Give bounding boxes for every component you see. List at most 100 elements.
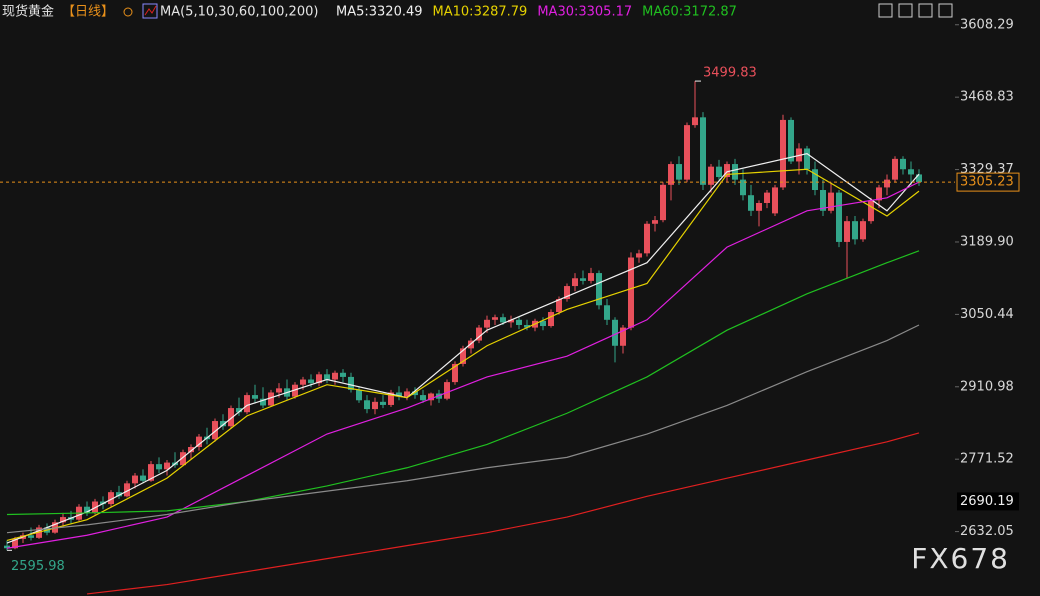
candle-body — [260, 398, 266, 406]
candle-body — [828, 192, 834, 211]
legend: 现货黄金 【日线】 MA(5,10,30,60,100,200) MA5:332… — [2, 3, 737, 20]
candle-body — [540, 320, 546, 327]
candle-body — [420, 395, 426, 401]
indicator-icon-line — [144, 5, 157, 16]
candle-body — [380, 401, 386, 405]
candle-body — [196, 436, 202, 447]
instrument-title: 现货黄金 — [2, 4, 54, 20]
candle-body — [452, 363, 458, 383]
candle-body — [876, 187, 882, 201]
candle-body — [908, 169, 914, 175]
candle-body — [348, 376, 354, 390]
candle-body — [332, 372, 338, 380]
candle-body — [388, 392, 394, 405]
y-tick-label: 3468.83 — [960, 90, 1014, 105]
y-tick-label: 3189.90 — [960, 234, 1014, 249]
candle-body — [156, 464, 162, 470]
period-toggle[interactable] — [123, 7, 133, 17]
candle-body — [812, 169, 818, 191]
candle-body — [300, 379, 306, 385]
candle-body — [764, 192, 770, 203]
indicator[interactable]: MA(5,10,30,60,100,200) — [160, 5, 318, 20]
candle-body — [372, 401, 378, 410]
legend-entry: MA10:3287.79 — [433, 5, 528, 20]
candle-body — [780, 119, 786, 188]
candle-body — [772, 187, 778, 214]
candle-body — [868, 200, 874, 222]
candle-body — [276, 388, 282, 393]
candle-body — [220, 421, 226, 427]
tool-button[interactable] — [918, 3, 933, 18]
candle-body — [724, 164, 730, 178]
candle-body — [188, 447, 194, 453]
y-tick-label: 3608.29 — [960, 17, 1014, 32]
candle-body — [12, 538, 18, 549]
period[interactable]: 【日线】 — [62, 5, 114, 20]
moving-average-line — [6, 153, 920, 544]
legend-entry: MA5:3320.49 — [336, 5, 423, 20]
legend-entry: MA30:3305.17 — [537, 5, 632, 20]
ref-price-box — [957, 492, 1019, 511]
candle-body — [340, 372, 346, 377]
candle-body — [900, 158, 906, 170]
candle-body — [556, 299, 562, 313]
candle-body — [916, 174, 922, 183]
y-tick-label: 2632.05 — [960, 524, 1014, 539]
indicator-icon[interactable] — [142, 3, 158, 19]
candle-body — [756, 202, 762, 211]
candle-body — [396, 392, 402, 397]
legend-entry: MA60:3172.87 — [642, 5, 737, 20]
candle-body — [788, 119, 794, 162]
candle-body — [604, 305, 610, 320]
candle-body — [500, 317, 506, 323]
candle-body — [652, 220, 658, 224]
ref-price-label: 2690.19 — [960, 494, 1014, 509]
candle-body — [852, 221, 858, 240]
candle-body — [660, 184, 666, 221]
candle-body — [444, 382, 450, 399]
candle-body — [844, 221, 850, 242]
current-price-box — [956, 172, 1020, 192]
candle-body — [212, 421, 218, 440]
candle-body — [476, 327, 482, 341]
low-label: 2595.98 — [11, 559, 65, 574]
candle-body — [644, 223, 650, 254]
candle-body — [356, 389, 362, 401]
candle-body — [588, 273, 594, 281]
candle-body — [84, 506, 90, 513]
candle-body — [700, 117, 706, 185]
candle-body — [236, 408, 242, 413]
candle-body — [820, 190, 826, 211]
candle-body — [316, 374, 322, 384]
moving-average-line — [6, 324, 920, 534]
candle-body — [708, 166, 714, 185]
moving-average-line — [86, 432, 920, 595]
high-label: 3499.83 — [703, 66, 757, 81]
candle-body — [484, 319, 490, 328]
candle-body — [836, 192, 842, 242]
candle-body — [28, 535, 34, 538]
candle-body — [676, 164, 682, 180]
candle-body — [748, 195, 754, 211]
candle-body — [860, 221, 866, 240]
candle-body — [628, 257, 634, 328]
candle-body — [124, 483, 130, 497]
candle-body — [148, 464, 154, 481]
candle-body — [100, 501, 106, 505]
tool-button[interactable] — [938, 3, 953, 18]
tool-button[interactable] — [878, 3, 893, 18]
tool-button[interactable] — [898, 3, 913, 18]
candle-body — [324, 374, 330, 380]
moving-average-line — [6, 168, 920, 542]
candle-body — [252, 395, 258, 399]
y-tick-label: 3050.44 — [960, 307, 1014, 322]
candle-body — [892, 158, 898, 180]
candle-body — [428, 393, 434, 401]
candle-body — [572, 278, 578, 287]
candle-body — [684, 125, 690, 180]
candle-body — [636, 253, 642, 258]
candle-body — [516, 319, 522, 325]
